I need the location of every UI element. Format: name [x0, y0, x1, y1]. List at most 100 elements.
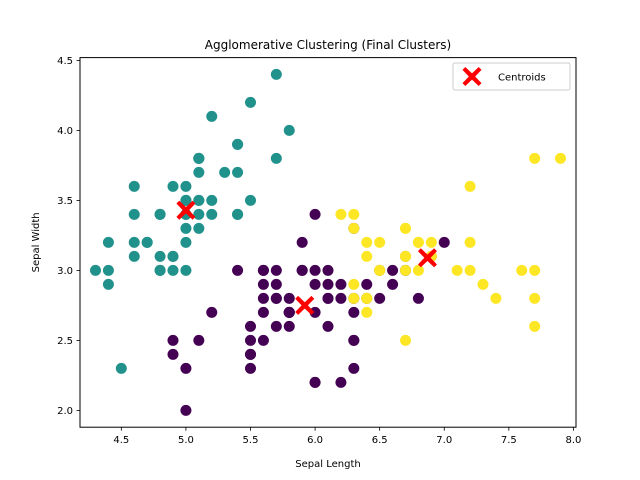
x-tick-label: 8.0 — [565, 435, 581, 446]
data-point — [257, 292, 269, 304]
data-point — [154, 208, 166, 220]
data-point — [348, 278, 360, 290]
data-point — [167, 334, 179, 346]
y-axis-ticks: 2.0 2.5 3.0 3.5 4.0 4.5 — [57, 56, 80, 417]
data-point — [387, 264, 399, 276]
data-point — [529, 152, 541, 164]
data-point — [219, 166, 231, 178]
data-point — [516, 264, 528, 276]
x-tick-label: 7.0 — [436, 435, 452, 446]
data-point — [335, 376, 347, 388]
data-point — [232, 166, 244, 178]
data-point — [193, 334, 205, 346]
data-point — [180, 180, 192, 192]
data-point — [180, 236, 192, 248]
data-point — [322, 292, 334, 304]
data-point — [180, 404, 192, 416]
data-point — [128, 250, 140, 262]
x-tick-label: 5.5 — [243, 435, 259, 446]
x-tick-label: 4.5 — [113, 435, 129, 446]
data-point — [412, 264, 424, 276]
data-point — [400, 264, 411, 276]
data-point — [529, 292, 541, 304]
data-point — [206, 208, 218, 220]
data-point — [283, 292, 295, 304]
data-point — [102, 264, 114, 276]
x-axis-ticks: 4.5 5.0 5.5 6.0 6.5 7.0 7.5 8.0 — [113, 427, 581, 446]
legend-centroid-icon — [462, 67, 482, 86]
data-point — [128, 208, 140, 220]
data-point — [361, 306, 373, 318]
data-point — [245, 96, 256, 108]
data-point — [374, 264, 386, 276]
data-point — [464, 236, 476, 248]
data-point — [296, 264, 308, 276]
centroid-marker — [295, 295, 315, 315]
data-points — [90, 68, 566, 416]
data-point — [270, 292, 282, 304]
data-point — [361, 278, 373, 290]
data-point — [374, 236, 386, 248]
y-tick-label: 4.0 — [57, 126, 73, 137]
data-point — [464, 180, 476, 192]
data-point — [245, 348, 256, 360]
x-tick-label: 7.5 — [501, 435, 517, 446]
data-point — [425, 236, 437, 248]
data-point — [361, 250, 373, 262]
data-point — [154, 250, 166, 262]
data-point — [193, 208, 205, 220]
data-point — [283, 306, 295, 318]
centroid-marker — [417, 248, 437, 268]
data-point — [206, 306, 218, 318]
data-point — [257, 264, 269, 276]
data-point — [245, 320, 256, 332]
data-point — [232, 264, 244, 276]
data-point — [257, 306, 269, 318]
data-point — [245, 194, 256, 206]
data-point — [115, 362, 127, 374]
data-point — [348, 208, 360, 220]
data-point — [348, 306, 360, 318]
data-point — [102, 236, 114, 248]
data-point — [309, 306, 321, 318]
data-point — [167, 180, 179, 192]
data-point — [283, 124, 295, 136]
data-point — [335, 208, 347, 220]
data-point — [322, 320, 334, 332]
data-point — [348, 292, 360, 304]
data-point — [438, 236, 450, 248]
data-point — [270, 278, 282, 290]
data-point — [309, 278, 321, 290]
data-point — [270, 68, 282, 80]
data-point — [180, 194, 192, 206]
data-point — [167, 348, 179, 360]
data-point — [90, 264, 101, 276]
legend-centroid-marker — [462, 67, 482, 86]
data-point — [555, 152, 566, 164]
chart-title: Agglomerative Clustering (Final Clusters… — [205, 38, 451, 52]
data-point — [167, 250, 179, 262]
data-point — [257, 278, 269, 290]
data-point — [374, 292, 386, 304]
data-point — [400, 334, 411, 346]
data-point — [232, 138, 244, 150]
data-point — [193, 194, 205, 206]
data-point — [335, 292, 347, 304]
data-point — [451, 264, 463, 276]
data-point — [206, 110, 218, 122]
y-tick-label: 3.5 — [57, 196, 73, 207]
x-tick-label: 5.0 — [178, 435, 194, 446]
data-point — [245, 334, 256, 346]
data-point — [102, 278, 114, 290]
data-point — [141, 236, 153, 248]
data-point — [270, 264, 282, 276]
data-point — [322, 278, 334, 290]
data-point — [348, 334, 360, 346]
x-tick-label: 6.0 — [307, 435, 323, 446]
data-point — [193, 222, 205, 234]
data-point — [348, 222, 360, 234]
legend-box — [452, 62, 571, 91]
data-point — [348, 362, 360, 374]
data-point — [128, 236, 140, 248]
data-point — [206, 194, 218, 206]
